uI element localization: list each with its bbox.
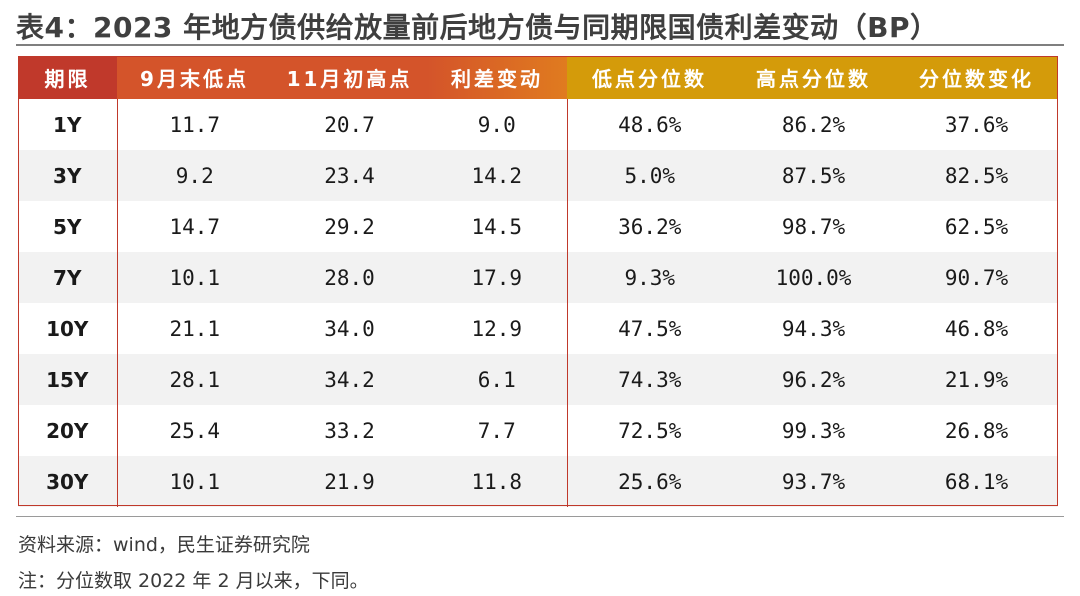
title-divider bbox=[16, 44, 1064, 46]
value-cell: 20.7 bbox=[272, 99, 427, 150]
column-header-0: 期限 bbox=[18, 56, 117, 99]
value-cell: 25.4 bbox=[117, 405, 272, 456]
value-cell: 7.7 bbox=[427, 405, 568, 456]
spread-table: 期限 9月末低点 11月初高点 利差变动 低点分位数 高点分位数 分位数变化 1Y 11.7 2… bbox=[18, 56, 1058, 507]
value-cell: 25.6% bbox=[567, 456, 732, 507]
value-cell: 48.6% bbox=[567, 99, 732, 150]
value-cell: 21.9% bbox=[895, 354, 1058, 405]
value-cell: 72.5% bbox=[567, 405, 732, 456]
source-note: 资料来源：wind，民生证券研究院 bbox=[18, 534, 310, 556]
table-row: 3Y 9.2 23.4 14.2 5.0% 87.5% 82.5% bbox=[18, 150, 1058, 201]
value-cell: 98.7% bbox=[732, 201, 895, 252]
footnote: 注：分位数取 2022 年 2 月以来，下同。 bbox=[18, 570, 369, 592]
value-cell: 37.6% bbox=[895, 99, 1058, 150]
value-cell: 28.1 bbox=[117, 354, 272, 405]
table-title: 表4：2023 年地方债供给放量前后地方债与同期限国债利差变动（BP） bbox=[16, 11, 939, 44]
value-cell: 74.3% bbox=[567, 354, 732, 405]
table-row: 20Y 25.4 33.2 7.7 72.5% 99.3% 26.8% bbox=[18, 405, 1058, 456]
value-cell: 9.2 bbox=[117, 150, 272, 201]
column-header-5: 高点分位数 bbox=[732, 56, 895, 99]
table-row: 30Y 10.1 21.9 11.8 25.6% 93.7% 68.1% bbox=[18, 456, 1058, 507]
value-cell: 100.0% bbox=[732, 252, 895, 303]
table-border bbox=[18, 56, 1058, 506]
value-cell: 29.2 bbox=[272, 201, 427, 252]
value-cell: 17.9 bbox=[427, 252, 568, 303]
value-cell: 14.7 bbox=[117, 201, 272, 252]
value-cell: 86.2% bbox=[732, 99, 895, 150]
table-row: 10Y 21.1 34.0 12.9 47.5% 94.3% 46.8% bbox=[18, 303, 1058, 354]
table-row: 5Y 14.7 29.2 14.5 36.2% 98.7% 62.5% bbox=[18, 201, 1058, 252]
value-cell: 87.5% bbox=[732, 150, 895, 201]
value-cell: 46.8% bbox=[895, 303, 1058, 354]
value-cell: 14.2 bbox=[427, 150, 568, 201]
value-cell: 96.2% bbox=[732, 354, 895, 405]
value-cell: 68.1% bbox=[895, 456, 1058, 507]
value-cell: 26.8% bbox=[895, 405, 1058, 456]
value-cell: 93.7% bbox=[732, 456, 895, 507]
value-cell: 21.9 bbox=[272, 456, 427, 507]
column-header-4: 低点分位数 bbox=[567, 56, 732, 99]
tenor-cell: 1Y bbox=[18, 99, 118, 150]
value-cell: 10.1 bbox=[117, 456, 272, 507]
value-cell: 90.7% bbox=[895, 252, 1058, 303]
value-cell: 34.2 bbox=[272, 354, 427, 405]
value-cell: 33.2 bbox=[272, 405, 427, 456]
tenor-cell: 30Y bbox=[18, 456, 118, 507]
tenor-cell: 20Y bbox=[18, 405, 118, 456]
value-cell: 82.5% bbox=[895, 150, 1058, 201]
tenor-cell: 5Y bbox=[18, 201, 118, 252]
value-cell: 62.5% bbox=[895, 201, 1058, 252]
column-header-3: 利差变动 bbox=[427, 56, 567, 99]
table-row: 7Y 10.1 28.0 17.9 9.3% 100.0% 90.7% bbox=[18, 252, 1058, 303]
value-cell: 9.0 bbox=[427, 99, 568, 150]
value-cell: 5.0% bbox=[567, 150, 732, 201]
value-cell: 34.0 bbox=[272, 303, 427, 354]
tenor-cell: 10Y bbox=[18, 303, 118, 354]
footer-divider bbox=[16, 516, 1064, 517]
table-row: 15Y 28.1 34.2 6.1 74.3% 96.2% 21.9% bbox=[18, 354, 1058, 405]
value-cell: 12.9 bbox=[427, 303, 568, 354]
tenor-cell: 7Y bbox=[18, 252, 118, 303]
value-cell: 14.5 bbox=[427, 201, 568, 252]
value-cell: 11.8 bbox=[427, 456, 568, 507]
value-cell: 11.7 bbox=[117, 99, 272, 150]
value-cell: 23.4 bbox=[272, 150, 427, 201]
table-row: 1Y 11.7 20.7 9.0 48.6% 86.2% 37.6% bbox=[18, 99, 1058, 150]
column-header-6: 分位数变化 bbox=[895, 56, 1058, 99]
column-header-2: 11月初高点 bbox=[272, 56, 427, 99]
tenor-cell: 15Y bbox=[18, 354, 118, 405]
value-cell: 9.3% bbox=[567, 252, 732, 303]
value-cell: 36.2% bbox=[567, 201, 732, 252]
value-cell: 28.0 bbox=[272, 252, 427, 303]
value-cell: 94.3% bbox=[732, 303, 895, 354]
tenor-cell: 3Y bbox=[18, 150, 118, 201]
table-header-row: 期限 9月末低点 11月初高点 利差变动 低点分位数 高点分位数 分位数变化 bbox=[18, 56, 1058, 99]
column-header-1: 9月末低点 bbox=[117, 56, 272, 99]
value-cell: 99.3% bbox=[732, 405, 895, 456]
value-cell: 47.5% bbox=[567, 303, 732, 354]
table-body: 1Y 11.7 20.7 9.0 48.6% 86.2% 37.6% 3Y 9.2 23.4 14.… bbox=[18, 99, 1058, 507]
value-cell: 21.1 bbox=[117, 303, 272, 354]
value-cell: 10.1 bbox=[117, 252, 272, 303]
value-cell: 6.1 bbox=[427, 354, 568, 405]
